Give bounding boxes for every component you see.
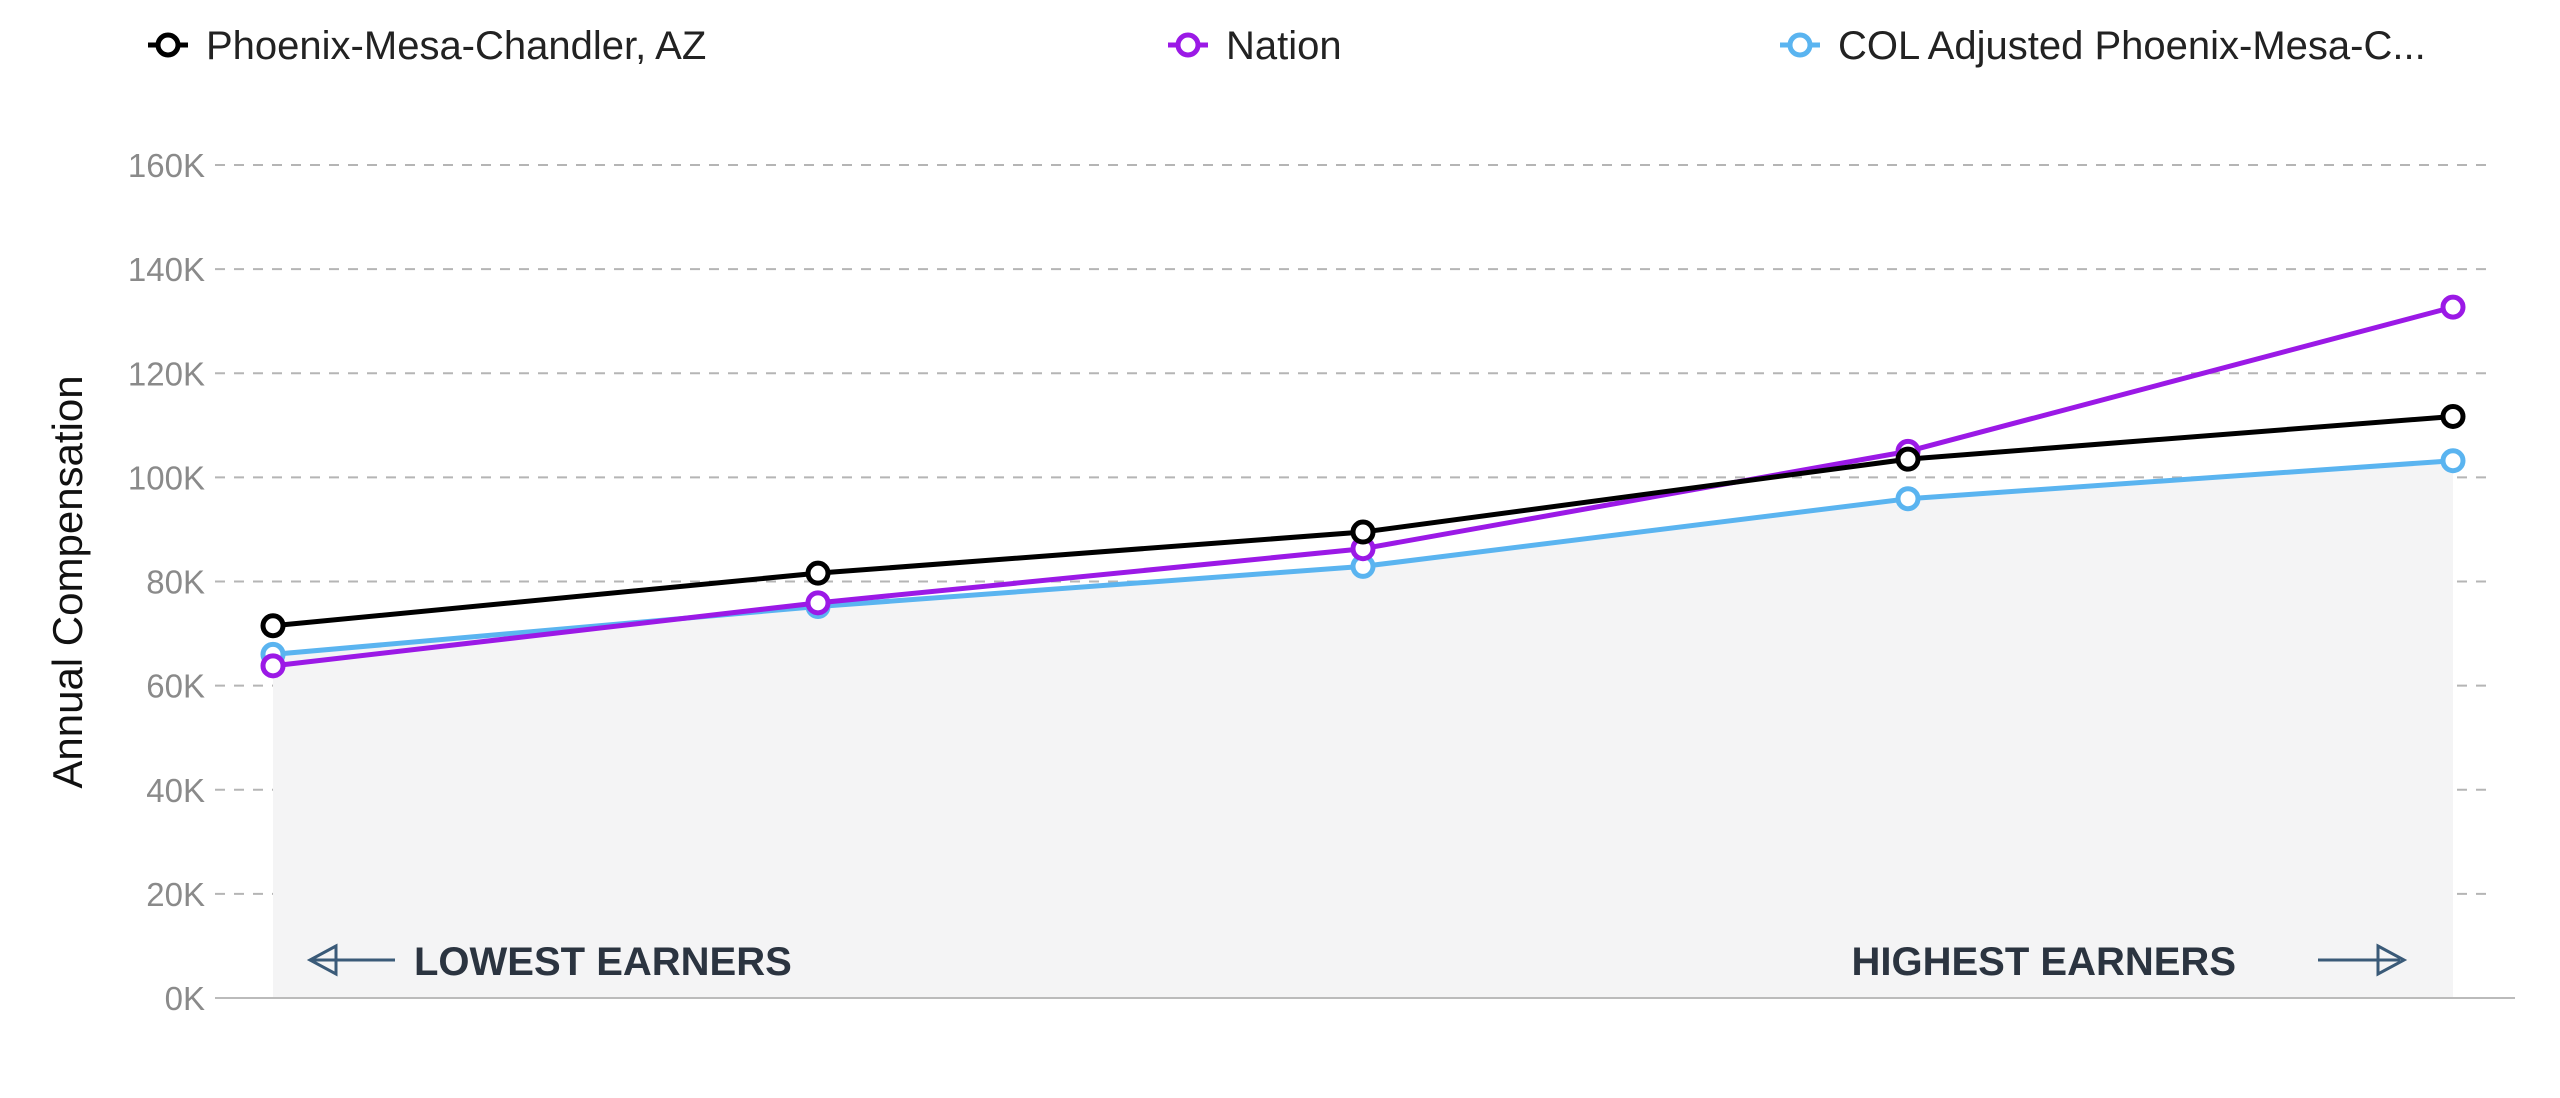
- y-tick-label: 80K: [146, 564, 205, 601]
- y-tick-label: 0K: [165, 980, 205, 1017]
- lowest-earners-annotation: LOWEST EARNERS: [306, 940, 792, 984]
- data-point[interactable]: [260, 653, 286, 679]
- arrow-left-icon: [306, 943, 395, 977]
- legend-label: Nation: [1226, 24, 1342, 68]
- y-tick-label: 60K: [146, 668, 205, 705]
- area-fill: [273, 460, 2453, 999]
- legend: Phoenix-Mesa-Chandler, AZ Nation COL Adjus…: [148, 24, 2426, 68]
- highest-earners-annotation: HIGHEST EARNERS: [1852, 940, 2408, 984]
- legend-marker-icon: [155, 32, 181, 58]
- data-point[interactable]: [260, 613, 286, 639]
- y-tick-label: 160K: [128, 147, 205, 184]
- legend-marker-icon: [1787, 32, 1813, 58]
- data-point[interactable]: [1895, 486, 1921, 512]
- y-axis-ticks: 0K 20K 40K 60K 80K 100K 120K 140K 160K: [128, 147, 205, 1017]
- data-point[interactable]: [2440, 294, 2466, 320]
- y-tick-label: 40K: [146, 772, 205, 809]
- legend-item[interactable]: Nation: [1168, 24, 1342, 68]
- data-point[interactable]: [1895, 446, 1921, 472]
- legend-item[interactable]: Phoenix-Mesa-Chandler, AZ: [148, 24, 706, 68]
- legend-label: COL Adjusted Phoenix-Mesa-C...: [1838, 24, 2426, 68]
- y-tick-label: 20K: [146, 876, 205, 913]
- data-point[interactable]: [2440, 403, 2466, 429]
- series-lines: [260, 294, 2466, 679]
- y-tick-label: 140K: [128, 251, 205, 288]
- y-tick-label: 100K: [128, 459, 205, 496]
- legend-item[interactable]: COL Adjusted Phoenix-Mesa-C...: [1780, 24, 2426, 68]
- highest-earners-label: HIGHEST EARNERS: [1852, 940, 2237, 984]
- y-tick-label: 120K: [128, 355, 205, 392]
- legend-label: Phoenix-Mesa-Chandler, AZ: [206, 24, 706, 68]
- data-point[interactable]: [1350, 519, 1376, 545]
- data-point[interactable]: [805, 590, 831, 616]
- data-point[interactable]: [2440, 448, 2466, 474]
- y-axis-label: Annual Compensation: [44, 375, 91, 788]
- data-point[interactable]: [805, 560, 831, 586]
- legend-marker-icon: [1175, 32, 1201, 58]
- arrow-right-icon: [2318, 943, 2408, 977]
- lowest-earners-label: LOWEST EARNERS: [414, 940, 792, 984]
